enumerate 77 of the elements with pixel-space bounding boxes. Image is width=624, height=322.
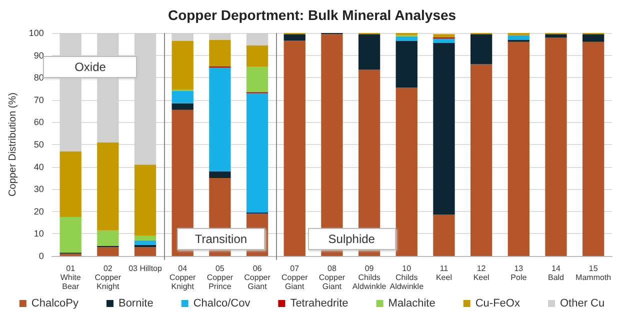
bar	[134, 236, 156, 240]
section-label-box: Oxide	[43, 56, 138, 78]
bar	[97, 142, 119, 230]
bar	[508, 42, 530, 256]
legend-label: Malachite	[388, 298, 436, 310]
legend-label: Other Cu	[560, 298, 605, 310]
x-tick-label: 11 Keel	[436, 264, 452, 282]
bar	[433, 34, 455, 38]
x-tick-label: 07 Copper Giant	[281, 264, 308, 291]
bar	[172, 33, 194, 41]
bar	[470, 64, 492, 256]
y-tick-label: 40	[34, 162, 44, 172]
chart-title: Copper Deportment: Bulk Mineral Analyses	[168, 7, 456, 23]
bar	[172, 40, 194, 90]
bar	[433, 214, 455, 256]
bar	[508, 35, 530, 40]
legend-label: Chalco/Cov	[193, 298, 251, 310]
x-tick-label: 03 Hilltop	[128, 264, 162, 273]
x-tick-label: 08 Copper Giant	[318, 264, 346, 291]
bar	[134, 247, 156, 256]
x-tick-label: 01 White Bear	[60, 264, 82, 291]
x-tick-label: 10 Childs Aldwinkle	[390, 264, 424, 291]
x-tick-label: 14 Bald	[548, 264, 564, 282]
bar	[396, 88, 418, 256]
bar	[172, 90, 194, 104]
bar	[246, 93, 268, 213]
x-tick-label: 13 Pole	[510, 264, 528, 282]
legend-label: Tetrahedrite	[290, 298, 348, 310]
x-tick-label: 05 Copper Prince	[206, 264, 234, 291]
bar	[209, 68, 231, 172]
x-tick-label: 09 Childs Aldwinkle	[352, 264, 387, 291]
bar	[358, 34, 380, 70]
y-tick-label: 50	[34, 140, 44, 150]
legend-label: ChalcoPy	[31, 298, 79, 310]
bar	[396, 36, 418, 41]
bar	[134, 33, 156, 165]
bar	[209, 40, 231, 66]
bar	[284, 40, 306, 256]
bar	[209, 33, 231, 40]
bar	[97, 247, 119, 256]
bar	[246, 45, 268, 66]
bar	[246, 33, 268, 46]
x-tick-label: 12 Keel	[473, 264, 490, 282]
bar	[134, 240, 156, 245]
bar	[545, 37, 567, 256]
legend-label: Cu-FeOx	[475, 298, 520, 310]
y-tick-label: 20	[34, 206, 44, 216]
bar	[246, 66, 268, 92]
bar	[134, 164, 156, 236]
bar	[545, 34, 567, 38]
bar	[172, 103, 194, 110]
y-tick-label: 30	[34, 184, 44, 194]
bar	[582, 34, 604, 42]
bar	[284, 34, 306, 41]
bar	[470, 34, 492, 64]
bar	[433, 43, 455, 215]
bar	[60, 151, 82, 217]
y-tick-label: 100	[28, 28, 44, 38]
y-tick-label: 70	[34, 94, 44, 105]
bar	[396, 40, 418, 88]
y-tick-label: 90	[34, 50, 44, 60]
section-label-box: Transition	[176, 228, 265, 250]
y-tick-label: 60	[34, 117, 44, 128]
y-tick-label: 0	[38, 251, 44, 261]
x-tick-label: 04 Copper Knight	[169, 264, 196, 291]
bar	[60, 216, 82, 253]
bar	[433, 38, 455, 44]
x-tick-label: 02 Copper Knight	[94, 264, 122, 291]
x-tick-label: 15 Mammoth	[576, 264, 612, 282]
bar	[582, 42, 604, 256]
y-axis-title: Copper Distribution (%)	[8, 92, 18, 196]
bar	[97, 230, 119, 246]
bar	[209, 171, 231, 178]
legend-label: Bornite	[118, 298, 154, 310]
y-tick-label: 10	[34, 228, 44, 239]
x-tick-label: 06 Copper Giant	[244, 264, 271, 291]
section-label-box: Sulphide	[308, 228, 396, 250]
